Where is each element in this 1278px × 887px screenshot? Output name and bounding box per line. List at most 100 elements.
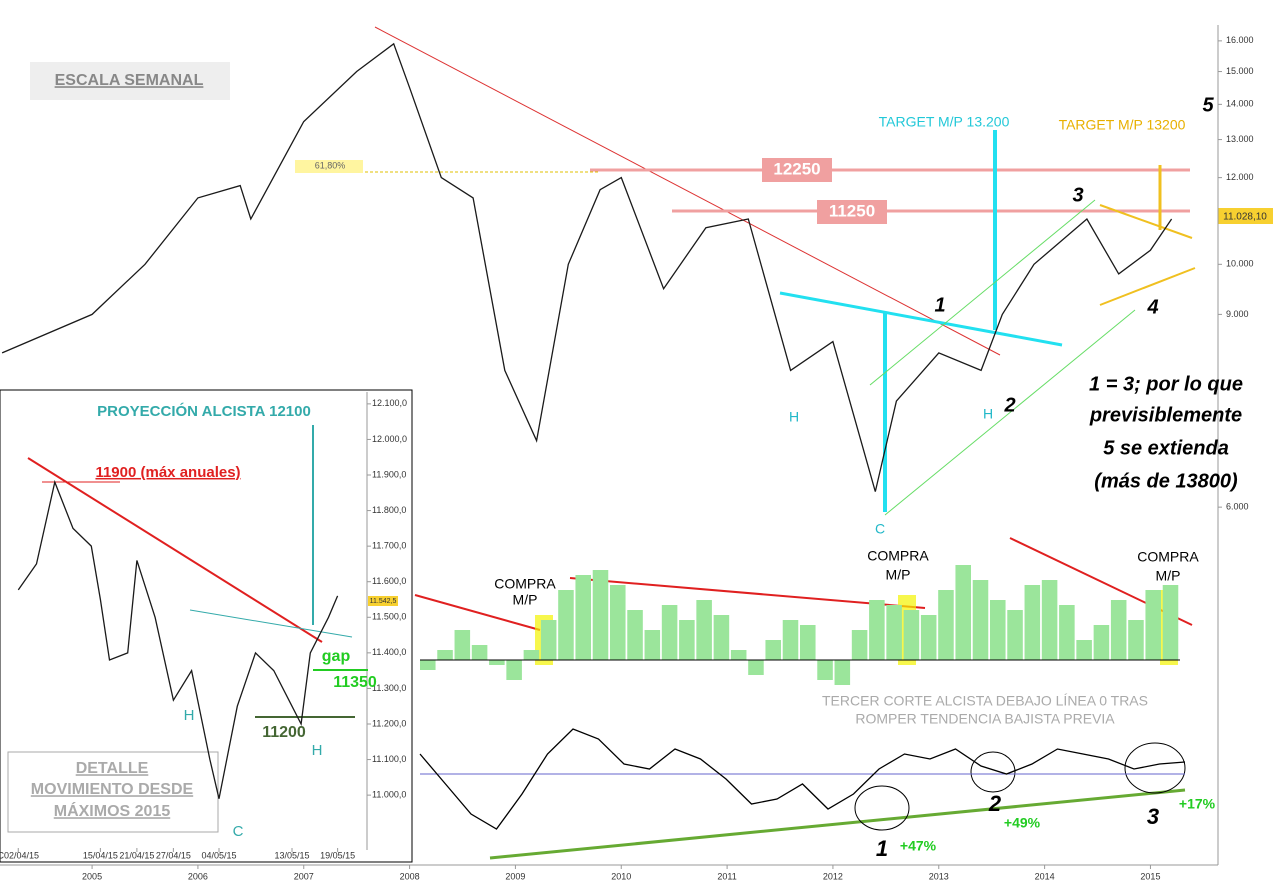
- detail-box: [7, 751, 219, 833]
- trendline: [374, 26, 1001, 356]
- circle: [1124, 742, 1186, 794]
- annotation: +49%: [1004, 815, 1041, 831]
- annotation: COMPRA: [494, 576, 556, 592]
- x-tick-label: 2006: [188, 871, 208, 881]
- annotation: 3: [1072, 184, 1083, 206]
- annotation: TARGET M/P 13200: [1059, 117, 1186, 133]
- histogram-bar: [1059, 605, 1075, 660]
- circle: [854, 785, 910, 831]
- histogram-bar: [851, 630, 868, 660]
- price-line: [17, 479, 339, 799]
- histogram-bar: [1110, 600, 1127, 660]
- histogram-bar: [661, 605, 678, 660]
- annotation: 61,80%: [315, 160, 346, 170]
- y-tick-label: 11.700,0: [372, 541, 406, 551]
- annotation: (más de 13800): [1094, 470, 1238, 492]
- annotation: H: [789, 409, 799, 425]
- x-tick-label: 2008: [400, 871, 420, 881]
- x-tick-label: 2009: [505, 871, 525, 881]
- annotation: COMPRA: [867, 548, 929, 564]
- annotation: 11.028,10: [1223, 212, 1267, 223]
- triangle: [1099, 204, 1193, 239]
- histogram-bar: [540, 620, 557, 660]
- x-tick-label: 2007: [294, 871, 314, 881]
- y-tick-label: 10.000: [1226, 259, 1254, 269]
- histogram-bar: [765, 640, 781, 660]
- trendline: [569, 577, 926, 609]
- histogram-bar: [592, 570, 609, 660]
- annotation: MÁXIMOS 2015: [54, 801, 171, 820]
- histogram-bar: [1093, 625, 1110, 660]
- price-line: [419, 728, 1186, 830]
- channel: [884, 309, 1136, 516]
- histogram-bar: [454, 630, 471, 660]
- annotation: 4: [1146, 296, 1158, 318]
- histogram-bar: [627, 610, 643, 660]
- y-tick-label: 11.200,0: [372, 718, 406, 728]
- histogram-bar: [420, 660, 436, 670]
- annotation: 11900 (máx anuales): [95, 464, 240, 481]
- annotation: TARGET M/P 13.200: [879, 114, 1010, 130]
- annotation: 5: [1202, 94, 1214, 116]
- y-tick-label: 11.100,0: [372, 754, 406, 764]
- histogram-bar: [972, 580, 989, 660]
- y-tick-label: 11.600,0: [372, 576, 406, 586]
- histogram-bar: [1024, 585, 1041, 660]
- price-box: [368, 596, 398, 606]
- annotation: 3: [1147, 804, 1159, 829]
- y-tick-label: 12.000,0: [372, 434, 407, 444]
- x-tick-label: 2015: [1140, 871, 1160, 881]
- y-tick-label: 15.000: [1226, 66, 1254, 76]
- chart-title: ESCALA SEMANAL: [55, 72, 204, 89]
- histogram-bar: [471, 645, 488, 660]
- annotation: COMPRA: [1137, 549, 1199, 565]
- annotation: 5 se extienda: [1103, 437, 1229, 459]
- level-box: [817, 200, 887, 224]
- trendline: [414, 594, 541, 631]
- x-tick-label: C02/04/15: [0, 850, 39, 860]
- histogram-bar: [782, 620, 799, 660]
- title-box: [30, 62, 230, 100]
- annotation: PROYECCIÓN ALCISTA 12100: [97, 402, 311, 420]
- x-tick-label: 2012: [823, 871, 843, 881]
- histogram-bar: [506, 660, 522, 680]
- histogram-bar: [713, 615, 730, 660]
- annotation: 11.542,5: [370, 598, 397, 605]
- histogram-bar: [920, 615, 937, 660]
- annotation: DETALLE: [76, 760, 149, 777]
- histogram-bar: [800, 625, 816, 660]
- histogram-bar: [644, 630, 661, 660]
- histogram-bar: [748, 660, 764, 675]
- annotation: 11350: [333, 674, 377, 691]
- x-tick-label: 27/04/15: [156, 850, 191, 860]
- triangle: [1099, 267, 1196, 306]
- histogram-bar: [610, 585, 626, 660]
- annotation: 11250: [829, 201, 875, 220]
- histogram-bar: [558, 590, 574, 660]
- x-tick-label: 19/05/15: [320, 850, 355, 860]
- histogram-bar: [730, 650, 747, 660]
- annotation: 12250: [773, 159, 820, 178]
- support: [489, 788, 1186, 860]
- histogram-bar: [523, 650, 540, 660]
- neckline: [779, 291, 1063, 347]
- neckline: [189, 609, 353, 638]
- histogram-bar: [817, 660, 833, 680]
- x-tick-label: 15/04/15: [83, 850, 118, 860]
- histogram-bar: [489, 660, 505, 665]
- annotation: M/P: [1156, 568, 1181, 584]
- y-tick-label: 11.800,0: [372, 505, 406, 515]
- annotation: H: [312, 742, 323, 759]
- y-tick-label: 14.000: [1226, 99, 1254, 109]
- fib-box: [295, 160, 363, 173]
- x-tick-label: 21/04/15: [119, 850, 154, 860]
- histogram-bar: [938, 590, 954, 660]
- annotation: +17%: [1179, 796, 1216, 812]
- annotation: 2: [988, 791, 1002, 816]
- level-box: [762, 158, 832, 182]
- histogram-bar: [1162, 585, 1179, 660]
- histogram-bar: [886, 605, 902, 660]
- y-tick-label: 13.000: [1226, 134, 1254, 144]
- histogram-bar: [679, 620, 695, 660]
- annotation: 1: [876, 836, 888, 861]
